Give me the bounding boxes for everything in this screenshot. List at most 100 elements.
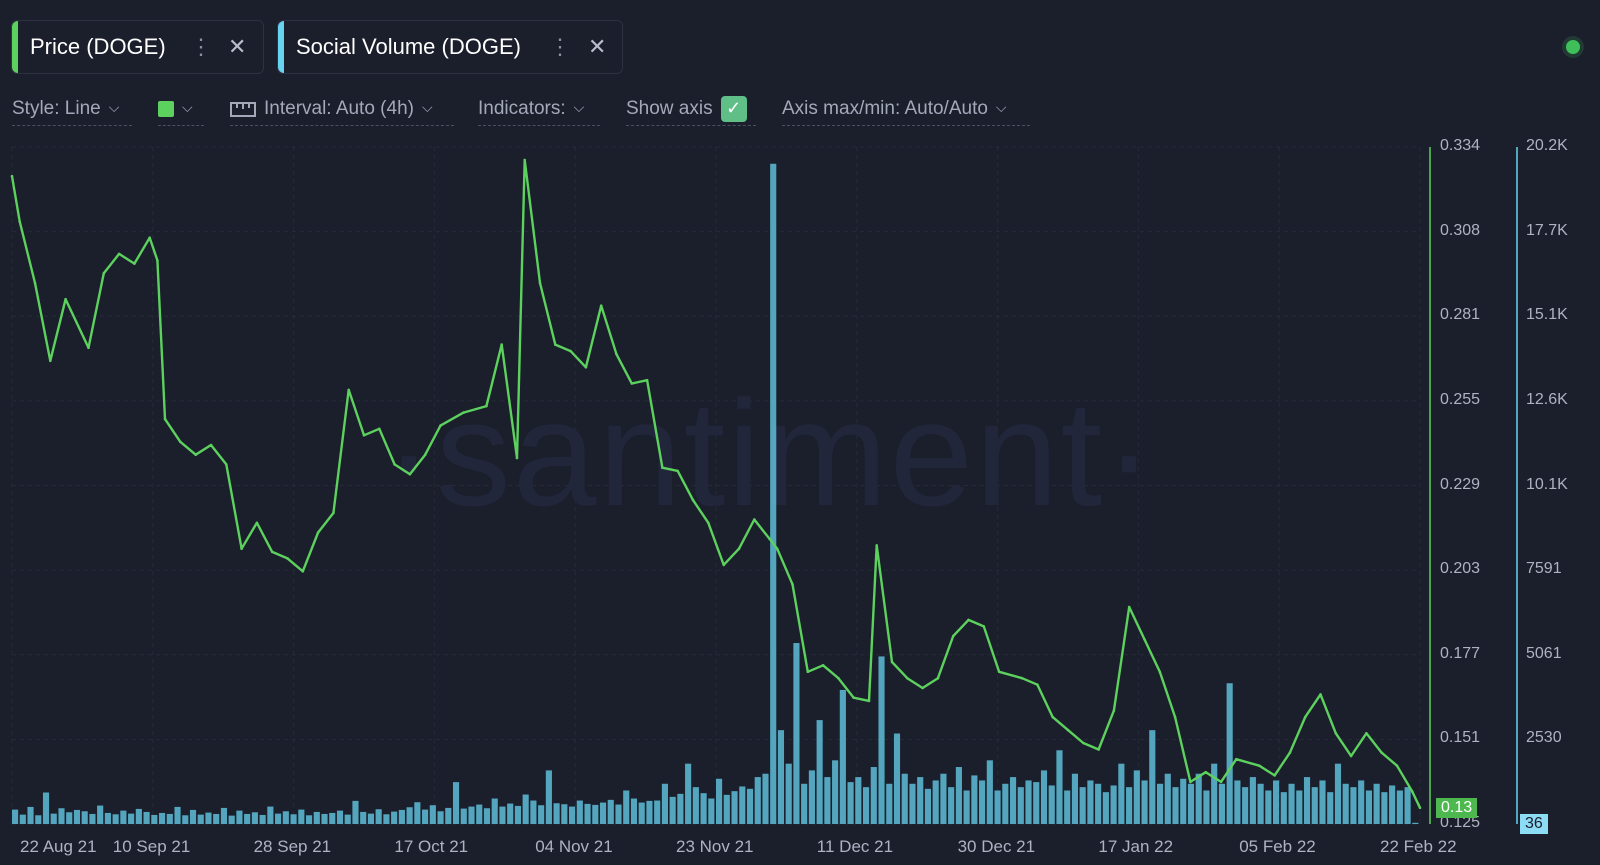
social-volume-bars	[12, 163, 1419, 824]
price-tick-label: 0.151	[1440, 729, 1481, 747]
more-options-icon[interactable]: ⋮	[190, 34, 212, 59]
social-volume-bar	[530, 800, 537, 824]
social-volume-bar	[445, 807, 452, 824]
social-volume-bar	[228, 815, 235, 824]
social-volume-bar	[158, 812, 166, 824]
price-tick-label: 0.229	[1440, 475, 1481, 493]
price-point	[875, 544, 878, 547]
social-volume-bar	[739, 786, 746, 824]
social-volume-bar	[561, 804, 568, 824]
price-point	[225, 463, 228, 466]
price-point	[630, 382, 634, 385]
indicators-dropdown[interactable]: Indicators: ⌵	[478, 92, 600, 126]
social-volume-bar	[298, 809, 305, 824]
checkmark-icon[interactable]: ✓	[720, 95, 747, 122]
social-volume-bar	[986, 760, 993, 824]
social-volume-bar	[259, 814, 266, 824]
price-point	[462, 411, 465, 414]
social-volume-bar	[66, 812, 73, 824]
social-volume-bar	[97, 805, 104, 824]
social-volume-bar	[692, 787, 699, 824]
social-volume-bar	[893, 733, 901, 824]
social-volume-bar	[700, 793, 707, 824]
social-volume-bar	[251, 812, 258, 824]
price-point	[408, 472, 412, 476]
social-volume-bar	[646, 800, 653, 824]
social-volume-bar	[1265, 790, 1272, 824]
watermark: ·santiment·	[384, 369, 1156, 537]
tab-price-doge[interactable]: Price (DOGE) ⋮ ✕	[11, 20, 264, 74]
social-volume-tick-label: 12.6K	[1526, 390, 1568, 408]
style-dropdown[interactable]: Style: Line ⌵	[12, 92, 132, 126]
social-volume-bar	[979, 780, 986, 824]
close-icon[interactable]: ✕	[228, 34, 247, 59]
close-icon[interactable]: ✕	[588, 34, 607, 59]
social-volume-bar	[1187, 783, 1195, 824]
social-volume-bar	[414, 802, 421, 824]
chevron-down-icon: ⌵	[995, 99, 1007, 115]
social-volume-bar	[839, 689, 846, 824]
price-point	[1097, 748, 1100, 751]
price-point	[316, 531, 320, 534]
social-volume-bar	[917, 777, 924, 824]
social-volume-bar	[538, 805, 545, 824]
social-volume-bar	[1396, 790, 1403, 824]
social-volume-bar	[623, 790, 630, 824]
social-volume-bar	[1126, 787, 1133, 824]
price-tick-label: 0.125	[1440, 814, 1481, 831]
price-point	[951, 634, 955, 638]
price-point	[661, 466, 664, 470]
price-point	[163, 417, 167, 421]
social-volume-bar	[267, 806, 274, 824]
price-point	[393, 463, 396, 466]
social-volume-bar	[924, 788, 932, 824]
social-volume-bar	[58, 808, 65, 824]
social-volume-bar	[213, 813, 220, 824]
more-options-icon[interactable]: ⋮	[549, 34, 571, 59]
social-volume-bar	[182, 815, 189, 824]
color-dropdown[interactable]: ⌵	[158, 92, 204, 126]
social-volume-bar	[1180, 778, 1187, 824]
social-volume-bar	[220, 807, 228, 824]
social-volume-bar	[1280, 792, 1287, 824]
price-point	[87, 346, 90, 350]
social-volume-bar	[135, 808, 142, 824]
price-point	[1219, 780, 1223, 784]
social-volume-bar	[545, 770, 552, 824]
social-volume-bar	[1404, 787, 1411, 824]
price-point	[997, 670, 1001, 674]
date-tick-label: 10 Sep 21	[112, 837, 191, 856]
social-volume-bar	[205, 812, 212, 824]
style-label: Style: Line	[12, 97, 101, 119]
chevron-down-icon: ⌵	[573, 99, 585, 115]
interval-dropdown[interactable]: Interval: Auto (4h) ⌵	[230, 92, 454, 126]
social-volume-bar	[360, 811, 367, 824]
price-tick-label: 0.334	[1440, 137, 1481, 154]
social-volume-bar	[514, 805, 521, 824]
price-point	[347, 388, 351, 392]
social-volume-bar	[422, 809, 429, 824]
price-point	[423, 453, 427, 457]
social-volume-tick-label: 20.2K	[1526, 137, 1568, 154]
social-volume-bar	[1064, 790, 1071, 824]
social-volume-bar	[128, 813, 135, 824]
price-point	[515, 456, 519, 460]
price-point	[852, 696, 855, 699]
show-axis-toggle[interactable]: Show axis ✓	[626, 92, 756, 126]
price-point	[982, 625, 986, 628]
social-volume-bar	[862, 787, 870, 824]
social-volume-bar	[1002, 783, 1009, 824]
chevron-down-icon: ⌵	[421, 99, 433, 115]
social-volume-bar	[282, 811, 289, 824]
date-tick-label: 05 Feb 22	[1239, 837, 1316, 856]
axis-maxmin-dropdown[interactable]: Axis max/min: Auto/Auto ⌵	[782, 92, 1030, 126]
tab-social-volume-doge[interactable]: Social Volume (DOGE) ⋮ ✕	[277, 20, 623, 74]
price-last-value-badge: 0.13	[1436, 798, 1478, 818]
price-point	[1066, 728, 1070, 732]
price-point	[1334, 732, 1338, 735]
social-volume-bar	[1048, 785, 1055, 824]
price-point	[148, 236, 151, 239]
social-volume-bar	[104, 812, 111, 824]
social-volume-bar	[1164, 773, 1171, 824]
